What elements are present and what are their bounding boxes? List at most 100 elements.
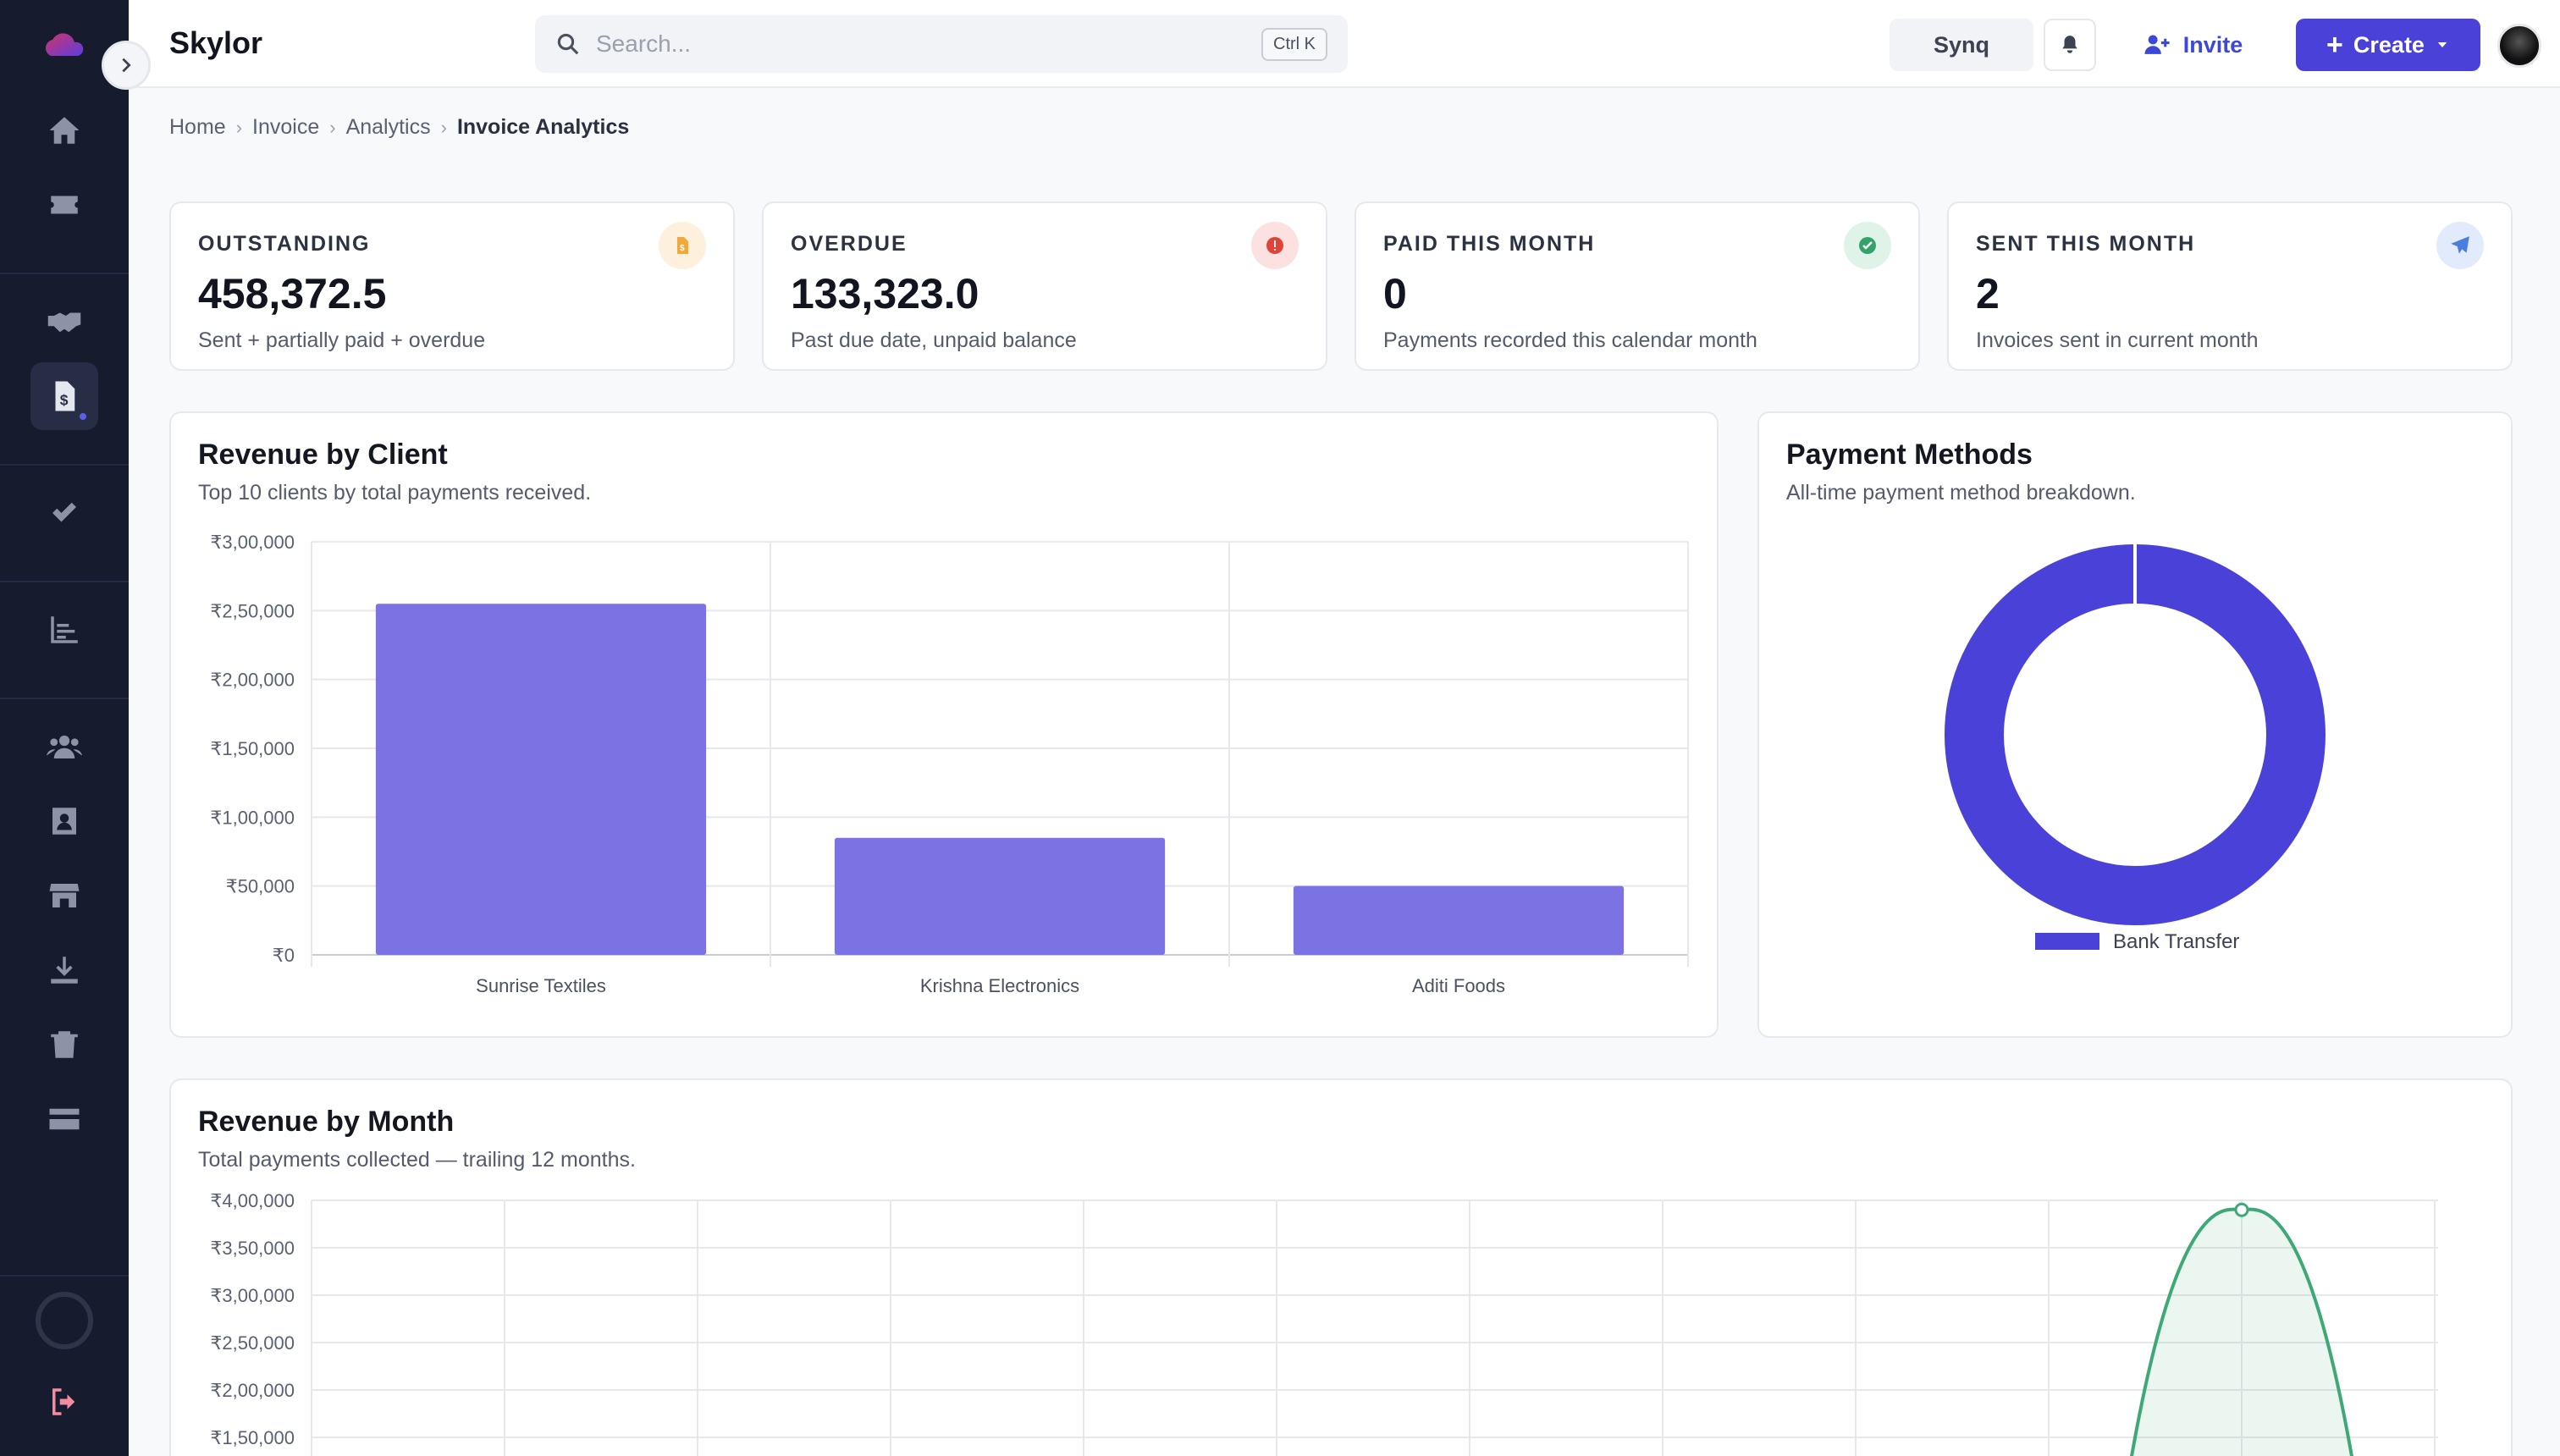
- sidebar-item-deals[interactable]: [30, 288, 98, 356]
- sidebar-item-contacts[interactable]: [30, 787, 98, 855]
- revenue-by-month-panel: Revenue by Month Total payments collecte…: [169, 1078, 2513, 1456]
- sidebar-item-tasks[interactable]: [30, 479, 98, 547]
- cloud-logo-icon: [41, 29, 88, 63]
- alert-icon: [1251, 222, 1299, 269]
- top-bar: Skylor Ctrl K Synq Invite + Create: [129, 0, 2560, 88]
- chevron-right-icon: ›: [235, 116, 243, 138]
- avatar[interactable]: [2497, 24, 2541, 68]
- invite-label: Invite: [2182, 31, 2243, 58]
- data-point: [2234, 1202, 2249, 1217]
- stat-title: OVERDUE: [791, 232, 908, 256]
- credit-card-icon: [49, 1108, 80, 1130]
- bar-list-icon: [51, 616, 78, 643]
- y-tick-label: ₹50,000: [226, 876, 295, 897]
- invoice-dollar-icon: $: [659, 222, 706, 269]
- chevron-right-icon: ›: [440, 116, 447, 138]
- sidebar-item-users[interactable]: [30, 713, 98, 780]
- stat-value: 458,372.5: [198, 270, 387, 317]
- paper-plane-icon: [2436, 222, 2484, 269]
- stat-subtitle: Past due date, unpaid balance: [791, 328, 1077, 352]
- panel-title: Payment Methods: [1786, 438, 2033, 471]
- bar: [1293, 885, 1625, 955]
- sidebar-item-downloads[interactable]: [30, 936, 98, 1004]
- search-shortcut-badge: Ctrl K: [1261, 27, 1327, 61]
- stat-value: 133,323.0: [791, 270, 979, 317]
- revenue-by-month-chart: ₹1,50,000 ₹2,00,000 ₹2,50,000 ₹3,00,000 ₹3,5…: [210, 1190, 2438, 1456]
- user-plus-icon: [2144, 35, 2170, 54]
- revenue-by-client-panel: Revenue by Client Top 10 clients by tota…: [169, 411, 1719, 1038]
- bar: [834, 837, 1166, 955]
- create-label: Create: [2353, 31, 2425, 58]
- handshake-icon: [47, 312, 81, 333]
- x-tick-label: Sunrise Textiles: [476, 975, 606, 996]
- y-tick-label: ₹1,00,000: [210, 807, 295, 828]
- check-icon: [52, 502, 76, 522]
- create-button[interactable]: + Create: [2296, 19, 2480, 71]
- sidebar-item-home[interactable]: [30, 97, 98, 164]
- download-icon: [51, 957, 78, 984]
- y-tick-label: ₹4,00,000: [210, 1190, 295, 1211]
- stat-title: PAID THIS MONTH: [1383, 232, 1596, 256]
- legend-label: Bank Transfer: [2113, 930, 2239, 953]
- search-box[interactable]: Ctrl K: [535, 15, 1348, 73]
- stat-card-paid-this-month: PAID THIS MONTH 0 Payments recorded this…: [1354, 201, 1920, 371]
- stat-subtitle: Sent + partially paid + overdue: [198, 328, 486, 352]
- panel-subtitle: All-time payment method breakdown.: [1786, 481, 2136, 505]
- bar: [375, 604, 707, 955]
- bell-icon: [2062, 36, 2077, 53]
- y-tick-label: ₹3,50,000: [210, 1238, 295, 1259]
- panel-title: Revenue by Month: [198, 1106, 455, 1138]
- notifications-button[interactable]: [2044, 19, 2096, 71]
- stat-card-overdue: OVERDUE 133,323.0 Past due date, unpaid …: [762, 201, 1327, 371]
- contact-card-icon: [52, 808, 76, 835]
- loading-ring-icon: [36, 1292, 93, 1349]
- stat-title: OUTSTANDING: [198, 232, 371, 256]
- y-tick-label: ₹0: [273, 945, 295, 966]
- ticket-icon: [51, 196, 78, 214]
- breadcrumb-analytics[interactable]: Analytics: [345, 115, 431, 139]
- breadcrumb: Home › Invoice › Analytics › Invoice Ana…: [169, 115, 629, 140]
- svg-text:$: $: [680, 244, 685, 253]
- sidebar-item-reports[interactable]: [30, 596, 98, 664]
- x-tick-label: Aditi Foods: [1412, 975, 1505, 996]
- trash-icon: [51, 1031, 78, 1058]
- breadcrumb-home[interactable]: Home: [169, 115, 226, 139]
- search-icon: [557, 33, 579, 55]
- payment-methods-panel: Payment Methods All-time payment method …: [1757, 411, 2513, 1038]
- y-tick-label: ₹1,50,000: [210, 738, 295, 759]
- x-tick-label: Krishna Electronics: [920, 975, 1079, 996]
- y-tick-label: ₹3,00,000: [210, 532, 295, 553]
- stat-subtitle: Invoices sent in current month: [1976, 328, 2259, 352]
- legend-swatch: [2035, 933, 2099, 950]
- y-tick-label: ₹2,00,000: [210, 1380, 295, 1401]
- y-tick-label: ₹1,50,000: [210, 1427, 295, 1448]
- y-tick-label: ₹3,00,000: [210, 1285, 295, 1306]
- sidebar-item-invoice[interactable]: $: [30, 362, 98, 430]
- logout-icon: [52, 1388, 75, 1415]
- search-input[interactable]: [596, 30, 1261, 58]
- y-tick-label: ₹2,50,000: [210, 600, 295, 621]
- synq-button[interactable]: Synq: [1890, 19, 2033, 71]
- breadcrumb-invoice[interactable]: Invoice: [252, 115, 320, 139]
- svg-text:$: $: [60, 392, 69, 409]
- stat-title: SENT THIS MONTH: [1976, 232, 2196, 256]
- logout-button[interactable]: [30, 1368, 98, 1436]
- series-area: [2132, 1209, 2352, 1456]
- sidebar-item-store[interactable]: [30, 862, 98, 929]
- sidebar-item-tickets[interactable]: [30, 171, 98, 239]
- chevron-right-icon: [122, 58, 131, 73]
- invoice-icon: $: [55, 381, 75, 411]
- sidebar-item-billing[interactable]: [30, 1085, 98, 1153]
- sidebar-toggle-button[interactable]: [102, 41, 151, 90]
- y-tick-label: ₹2,50,000: [210, 1332, 295, 1354]
- revenue-by-client-chart: ₹0 ₹50,000 ₹1,00,000 ₹1,50,000 ₹2,00,000 ₹2,5…: [210, 532, 1689, 996]
- panel-subtitle: Total payments collected — trailing 12 m…: [198, 1148, 636, 1172]
- chevron-right-icon: ›: [329, 116, 336, 138]
- sidebar-item-trash[interactable]: [30, 1011, 98, 1078]
- sidebar: $: [0, 0, 129, 1456]
- home-icon: [49, 117, 80, 144]
- invite-button[interactable]: Invite: [2108, 19, 2277, 71]
- stat-card-outstanding: OUTSTANDING $ 458,372.5 Sent + partially…: [169, 201, 735, 371]
- breadcrumb-current: Invoice Analytics: [456, 115, 630, 139]
- y-tick-label: ₹2,00,000: [210, 670, 295, 691]
